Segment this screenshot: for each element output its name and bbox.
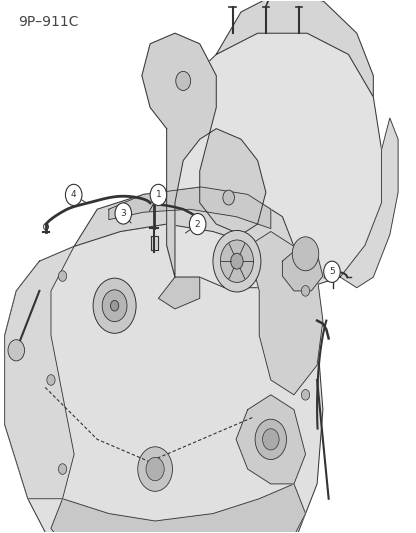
Polygon shape — [151, 236, 158, 249]
Circle shape — [146, 457, 164, 481]
Circle shape — [111, 301, 119, 311]
Circle shape — [102, 290, 127, 321]
Polygon shape — [5, 246, 74, 499]
Circle shape — [231, 253, 243, 269]
Circle shape — [262, 429, 279, 450]
Circle shape — [301, 390, 310, 400]
Polygon shape — [340, 118, 398, 288]
Circle shape — [223, 190, 235, 205]
Circle shape — [301, 286, 310, 296]
Polygon shape — [109, 187, 271, 229]
Circle shape — [138, 447, 173, 491]
Circle shape — [58, 464, 67, 474]
Polygon shape — [282, 246, 323, 291]
Polygon shape — [236, 395, 305, 484]
Circle shape — [8, 340, 25, 361]
Circle shape — [213, 230, 261, 292]
Polygon shape — [167, 33, 381, 288]
Text: 2: 2 — [195, 220, 201, 229]
Text: 1: 1 — [156, 190, 161, 199]
Polygon shape — [5, 224, 323, 533]
Circle shape — [115, 203, 131, 224]
Circle shape — [324, 261, 340, 282]
Circle shape — [47, 375, 55, 385]
Circle shape — [93, 278, 136, 333]
Text: 4: 4 — [71, 190, 77, 199]
Polygon shape — [248, 231, 323, 395]
Polygon shape — [216, 0, 373, 97]
Circle shape — [65, 184, 82, 206]
Circle shape — [189, 214, 206, 235]
Text: 3: 3 — [120, 209, 126, 218]
Circle shape — [176, 71, 191, 91]
Circle shape — [58, 271, 67, 281]
Circle shape — [292, 237, 319, 271]
Polygon shape — [158, 277, 200, 309]
Circle shape — [220, 240, 253, 282]
Text: 5: 5 — [329, 268, 335, 276]
Circle shape — [255, 419, 287, 459]
Polygon shape — [74, 187, 294, 276]
Polygon shape — [142, 33, 266, 277]
Circle shape — [150, 184, 167, 206]
Polygon shape — [51, 484, 305, 533]
Text: 9P–911C: 9P–911C — [18, 14, 79, 29]
